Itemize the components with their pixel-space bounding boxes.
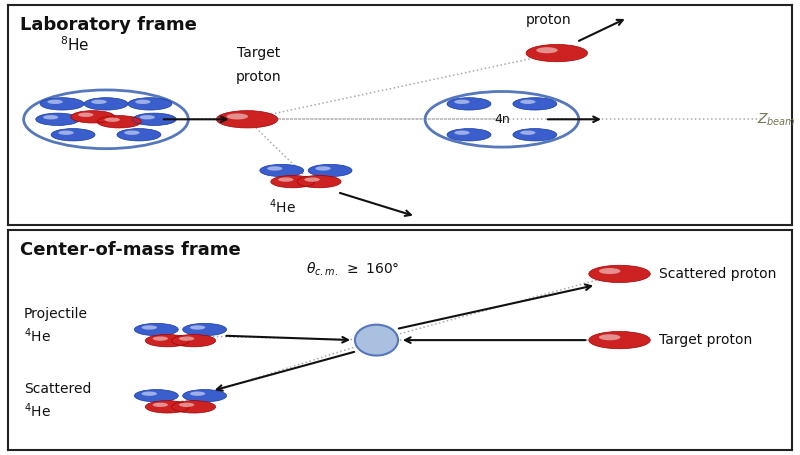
Circle shape	[520, 131, 535, 135]
Circle shape	[117, 129, 161, 141]
Circle shape	[146, 401, 190, 413]
Text: proton: proton	[236, 71, 282, 84]
Circle shape	[71, 111, 114, 123]
Circle shape	[599, 334, 621, 340]
Circle shape	[36, 113, 80, 126]
Ellipse shape	[355, 325, 398, 355]
Text: proton: proton	[526, 13, 572, 27]
Circle shape	[128, 98, 172, 110]
Text: $\theta_{c.m.}$ $\geq$ 160°: $\theta_{c.m.}$ $\geq$ 160°	[306, 261, 400, 278]
Circle shape	[190, 325, 206, 329]
Circle shape	[182, 389, 226, 402]
Text: Laboratory frame: Laboratory frame	[20, 15, 197, 34]
Circle shape	[40, 98, 84, 110]
Circle shape	[308, 164, 352, 177]
Circle shape	[520, 100, 535, 104]
Circle shape	[297, 176, 341, 188]
Circle shape	[270, 176, 314, 188]
Circle shape	[153, 336, 168, 341]
Circle shape	[182, 324, 226, 336]
Circle shape	[124, 131, 139, 135]
Circle shape	[216, 111, 278, 128]
Text: $^4$He: $^4$He	[24, 326, 50, 345]
Circle shape	[47, 100, 62, 104]
Text: $^8$He: $^8$He	[60, 35, 90, 54]
Circle shape	[153, 403, 168, 407]
Circle shape	[172, 334, 216, 347]
Circle shape	[454, 100, 470, 104]
Circle shape	[190, 391, 206, 396]
Circle shape	[179, 403, 194, 407]
Circle shape	[98, 116, 141, 128]
Circle shape	[134, 324, 178, 336]
Text: Center-of-mass frame: Center-of-mass frame	[20, 241, 241, 259]
Text: Target: Target	[238, 46, 281, 60]
Circle shape	[179, 336, 194, 341]
Circle shape	[146, 334, 190, 347]
Circle shape	[43, 115, 58, 119]
Text: 4n: 4n	[494, 113, 510, 126]
Circle shape	[315, 166, 330, 171]
Circle shape	[226, 113, 248, 120]
Circle shape	[172, 401, 216, 413]
Text: Scattered: Scattered	[24, 382, 91, 396]
Text: Target proton: Target proton	[658, 333, 752, 347]
Circle shape	[84, 98, 128, 110]
Circle shape	[139, 115, 155, 119]
Circle shape	[58, 131, 74, 135]
Circle shape	[260, 164, 304, 177]
Circle shape	[278, 177, 294, 182]
Circle shape	[142, 325, 157, 329]
Text: Scattered proton: Scattered proton	[658, 267, 776, 281]
Circle shape	[447, 98, 491, 110]
Circle shape	[51, 129, 95, 141]
Circle shape	[589, 265, 650, 283]
Circle shape	[454, 131, 470, 135]
Text: $^4$He: $^4$He	[24, 401, 50, 420]
Circle shape	[78, 113, 94, 117]
Circle shape	[105, 117, 120, 122]
Circle shape	[304, 177, 320, 182]
Circle shape	[135, 100, 150, 104]
Circle shape	[267, 166, 282, 171]
Text: $^4$He: $^4$He	[269, 197, 296, 216]
Circle shape	[513, 129, 557, 141]
Circle shape	[536, 47, 558, 53]
Circle shape	[142, 391, 157, 396]
Circle shape	[134, 389, 178, 402]
Circle shape	[599, 268, 621, 274]
Text: Projectile: Projectile	[24, 307, 88, 321]
Text: $Z_{beam}$: $Z_{beam}$	[757, 111, 795, 127]
Circle shape	[91, 100, 106, 104]
Circle shape	[526, 45, 587, 62]
Circle shape	[589, 331, 650, 349]
Circle shape	[447, 129, 491, 141]
Circle shape	[132, 113, 176, 126]
Circle shape	[513, 98, 557, 110]
